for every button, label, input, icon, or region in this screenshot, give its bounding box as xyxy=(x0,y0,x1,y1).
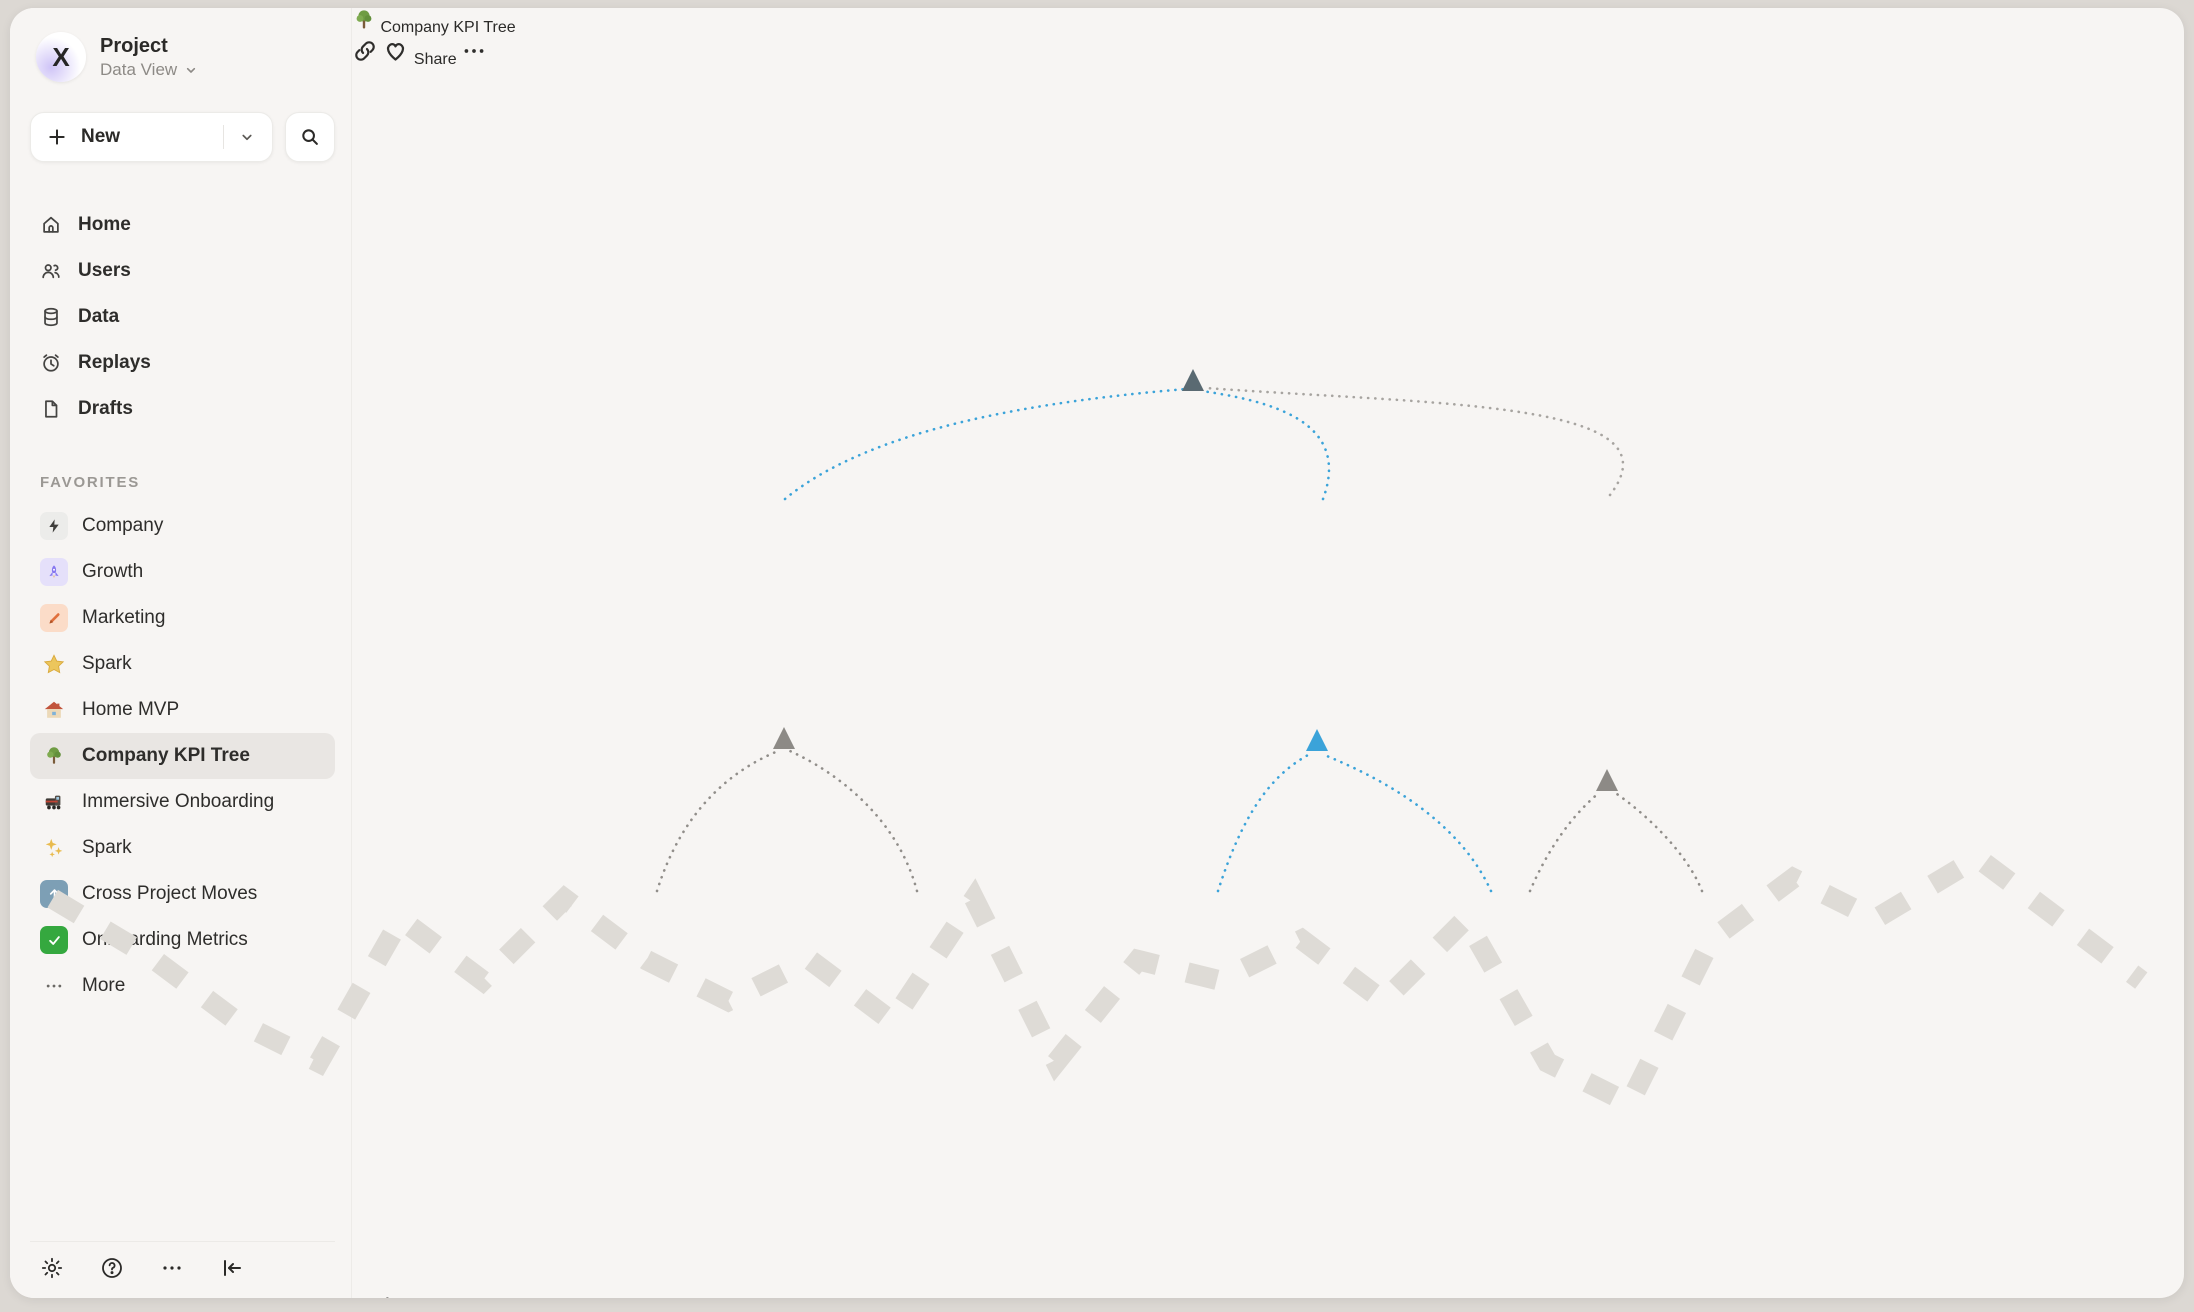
app-window: X Project Data View New xyxy=(10,8,2184,1298)
more-dots-icon[interactable] xyxy=(160,1256,184,1280)
collapse-sidebar-icon[interactable] xyxy=(220,1256,244,1280)
sparkles-icon xyxy=(40,834,68,862)
sidebar-more[interactable]: More xyxy=(30,963,335,1009)
sidebar-item-drafts[interactable]: Drafts xyxy=(30,386,335,432)
tree-edges xyxy=(655,369,1704,893)
project-switcher[interactable]: X Project Data View xyxy=(30,28,335,86)
sidebar-search-button[interactable] xyxy=(285,112,335,162)
ghost-sparkline xyxy=(47,845,2148,1117)
fav-item-label: Company xyxy=(82,515,164,536)
tree-icon xyxy=(356,10,372,29)
help-icon[interactable] xyxy=(100,1256,124,1280)
sidebar-fav-company-kpi-tree[interactable]: Company KPI Tree xyxy=(30,733,335,779)
kpi-tree-canvas[interactable]: As of Now Filter Level 1 Metric Level 2 … xyxy=(47,69,2148,1298)
project-view-label: Data View xyxy=(100,59,178,79)
new-button-label: New xyxy=(81,126,121,147)
home-icon xyxy=(43,216,59,233)
fav-item-label: Company KPI Tree xyxy=(82,745,250,766)
sidebar-item-label: Users xyxy=(78,260,131,281)
as-of-value: Now xyxy=(393,1296,425,1298)
page-title: Company KPI Tree xyxy=(380,19,516,36)
rocket-icon xyxy=(40,558,68,586)
sidebar-fav-immersive-onboarding[interactable]: Immersive Onboarding xyxy=(30,779,335,825)
more-dots-icon xyxy=(40,972,68,1000)
fav-item-label: Spark xyxy=(82,653,132,674)
sidebar-item-label: Data xyxy=(78,306,120,327)
sidebar-item-label: Replays xyxy=(78,352,151,373)
fav-item-label: More xyxy=(82,975,126,996)
train-icon xyxy=(40,788,68,816)
chevron-down-icon xyxy=(429,1294,444,1298)
chevron-down-icon xyxy=(187,67,196,73)
fav-item-label: Spark xyxy=(82,837,132,858)
fav-item-label: Marketing xyxy=(82,607,166,628)
lightning-icon xyxy=(40,512,68,540)
sidebar-fav-company[interactable]: Company xyxy=(30,503,335,549)
app-logo-icon: X xyxy=(36,32,86,82)
sidebar-nav: Home Users Data Replays Drafts xyxy=(30,202,335,432)
star-icon xyxy=(40,650,68,678)
project-name: Project xyxy=(100,34,168,57)
users-icon xyxy=(42,264,60,279)
fav-item-label: Home MVP xyxy=(82,699,180,720)
new-button[interactable]: New xyxy=(30,112,273,162)
plus-icon xyxy=(49,129,65,145)
sidebar-item-label: Home xyxy=(78,214,131,235)
document-icon xyxy=(45,400,58,418)
settings-gear-icon[interactable] xyxy=(40,1256,64,1280)
sidebar-item-replays[interactable]: Replays xyxy=(30,340,335,386)
replay-clock-icon xyxy=(43,354,59,372)
sidebar-fav-growth[interactable]: Growth xyxy=(30,549,335,595)
sidebar: X Project Data View New xyxy=(10,8,352,1298)
share-button[interactable]: Share xyxy=(413,51,457,68)
sidebar-footer xyxy=(30,1241,335,1280)
canvas-toolbar: As of Now Filter xyxy=(352,1294,1768,1298)
sidebar-item-home[interactable]: Home xyxy=(30,202,335,248)
sidebar-item-data[interactable]: Data xyxy=(30,294,335,340)
sidebar-fav-home-mvp[interactable]: Home MVP xyxy=(30,687,335,733)
favorites-title: FAVORITES xyxy=(40,474,141,491)
favorite-heart-icon[interactable] xyxy=(382,42,409,68)
database-icon xyxy=(44,307,58,327)
sidebar-item-label: Drafts xyxy=(78,398,133,419)
sidebar-fav-marketing[interactable]: Marketing xyxy=(30,595,335,641)
fav-item-label: Cross Project Moves xyxy=(82,883,258,904)
copy-link-icon[interactable] xyxy=(352,41,378,68)
search-icon xyxy=(302,129,318,145)
tree-icon xyxy=(40,742,68,770)
as-of-dropdown[interactable]: As of Now xyxy=(352,1294,1768,1298)
sidebar-fav-spark[interactable]: Spark xyxy=(30,641,335,687)
topbar: Company KPI Tree Share xyxy=(352,8,1768,69)
fav-item-label: Immersive Onboarding xyxy=(82,791,275,812)
pencil-icon xyxy=(40,604,68,632)
fav-item-label: Growth xyxy=(82,561,144,582)
as-of-label: As of xyxy=(352,1296,388,1298)
house-icon xyxy=(40,696,68,724)
sidebar-item-users[interactable]: Users xyxy=(30,248,335,294)
more-dots-icon[interactable] xyxy=(461,49,487,68)
check-box-icon xyxy=(40,926,68,954)
sidebar-fav-spark-2[interactable]: Spark xyxy=(30,825,335,871)
chevron-down-icon[interactable] xyxy=(238,128,256,146)
